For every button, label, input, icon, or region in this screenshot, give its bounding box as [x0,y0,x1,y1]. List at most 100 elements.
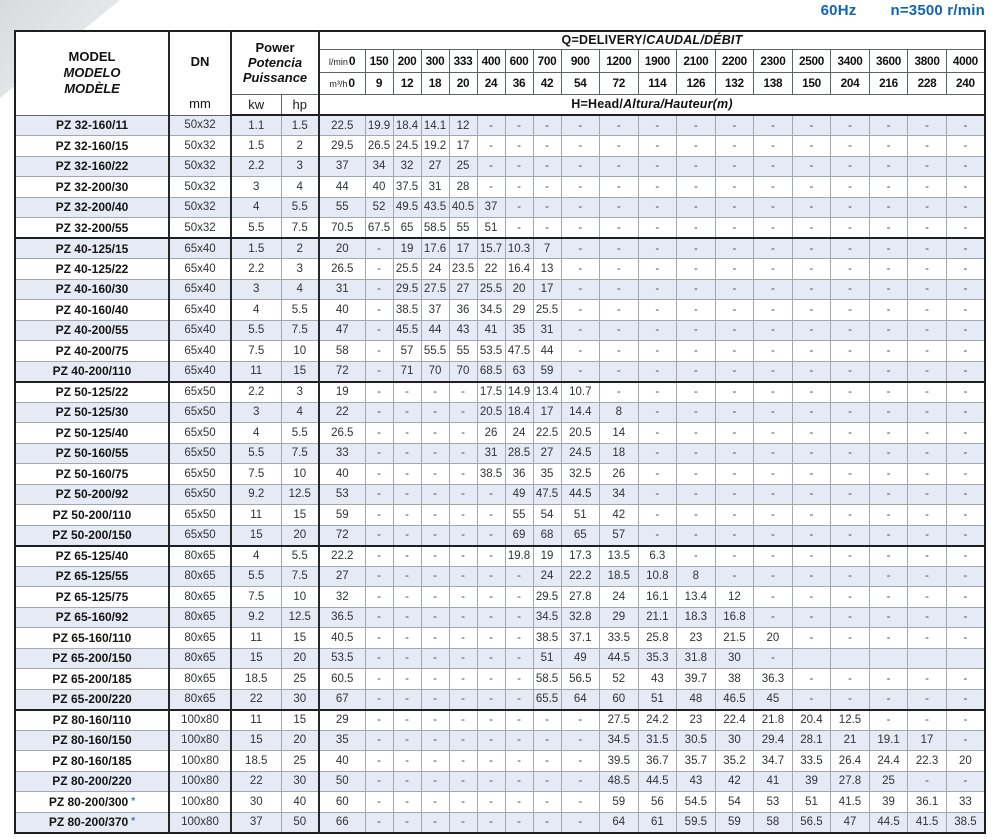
head-value-cell: 22 [318,401,366,423]
model-name: PZ 50-200/92 [55,487,129,502]
model-name: PZ 65-200/150 [52,651,132,666]
head-value-cell: 14 [599,422,639,444]
head-value-cell: - [714,299,755,321]
head-value-cell: - [945,524,986,547]
head-value-cell: 24 [599,586,639,608]
head-value-cell: - [560,340,601,362]
head-value-cell: 28.5 [504,442,534,464]
model-name: PZ 65-125/40 [55,549,129,563]
model-name: PZ 40-200/110 [52,364,132,378]
head-value-cell: 37.1 [560,627,601,649]
head-value-cell: - [945,360,986,383]
head-title: H=Head/Altura/Hauteur(m) [318,93,986,116]
head-value-cell: - [753,545,793,567]
head-value-cell: 40 [318,463,366,485]
head-value-cell: - [476,791,506,813]
kw-cell: 4 [230,422,282,444]
kw-cell: 4 [230,299,282,321]
head-value-cell: - [791,155,832,177]
head-value-cell: 53 [318,483,366,505]
head-value-cell: - [830,586,870,608]
kw-cell: 11 [230,709,282,731]
head-value-cell: - [599,217,639,239]
head-value-cell: 51 [476,217,506,239]
head-value-cell: 48 [676,688,716,711]
model-name: PZ 32-160/22 [55,159,129,174]
head-value-cell: 6.3 [637,545,678,567]
head-value-cell: - [791,483,832,505]
head-value-cell: 26 [476,422,506,444]
head-value-cell: 42 [714,770,755,792]
head-value-cell: - [676,442,716,464]
dn-cell: 65x40 [168,299,232,321]
kw-cell: 11 [230,504,282,526]
head-value-cell: - [868,381,909,403]
head-value-cell: 25.5 [392,258,422,280]
head-value-cell: 51 [791,791,832,813]
head-value-cell: - [830,319,870,341]
head-value-cell: 53.5 [318,647,366,669]
pump-row: PZ 40-160/40 65x40 4 5.5 40-38.5 37 36 34.5 29 25… [14,299,986,321]
head-value-cell: - [830,524,870,547]
head-value-cell: - [448,647,478,669]
head-value-cell: - [448,729,478,751]
head-value-cell: - [364,381,394,403]
head-value-cell: 18.4 [504,401,534,423]
head-value-cell: 26.4 [830,750,870,772]
hp-cell: 12.5 [280,483,321,505]
model-name: PZ 50-160/75 [55,466,129,481]
m3h-tick: 240 [945,71,986,95]
head-value-cell: - [945,340,986,362]
head-value-cell: - [945,299,986,321]
head-value-cell: - [364,545,394,567]
head-value-cell: - [476,647,506,669]
head-value-cell: - [676,258,716,280]
head-value-cell: - [599,258,639,280]
head-value-cell: - [830,258,870,280]
dn-cell: 80x65 [168,565,232,587]
head-value-cell: - [830,176,870,198]
model-cell: PZ 50-125/22 [14,381,170,403]
head-value-cell: - [476,114,506,136]
head-value-cell: 37 [476,196,506,218]
head-value-cell: - [504,709,534,731]
hp-cell: 3 [280,381,321,403]
head-value-cell: 33.5 [599,627,639,649]
head-value-cell: - [364,319,394,341]
model-cell: PZ 80-160/150 [14,729,170,751]
pump-row: PZ 50-125/30 65x50 3 4 22- - - -20.5 18.4 17 14.4 8… [14,401,986,423]
model-cell: PZ 50-125/30 [14,401,170,423]
kw-cell: 7.5 [230,340,282,362]
pump-row: PZ 40-200/55 65x40 5.5 7.5 47-45.5 44 43 41 35 31… [14,319,986,341]
head-value-cell: 44.5 [560,483,601,505]
head-value-cell: - [676,340,716,362]
m3h-tick: 20 [448,71,478,95]
head-value-cell: - [868,319,909,341]
head-value-cell: 20.5 [476,401,506,423]
head-value-cell: 52 [599,668,639,690]
model-cell: PZ 50-160/55 [14,442,170,464]
head-value-cell: 16.8 [714,606,755,628]
head-value-cell: 25.5 [532,299,562,321]
head-value-cell: - [907,237,947,259]
head-value-cell: 55 [318,196,366,218]
dn-cell: 50x32 [168,217,232,239]
head-value-cell: 43.5 [420,196,450,218]
model-cell: PZ 65-200/150 [14,647,170,669]
head-value-cell: - [868,176,909,198]
head-value-cell: - [599,319,639,341]
dn-cell: 100x80 [168,729,232,751]
head-value-cell: - [504,811,534,833]
power-header-es: Potencia [247,55,303,71]
head-value-cell: - [714,422,755,444]
head-value-cell: - [907,422,947,444]
head-value-cell: - [945,463,986,485]
head-value-cell: - [714,442,755,464]
kw-cell: 15 [230,647,282,669]
head-value-cell: 34.5 [532,606,562,628]
head-value-cell: - [504,668,534,690]
lmin-unit-label: l/min [328,56,348,67]
head-value-cell: - [868,606,909,628]
head-value-cell: - [868,299,909,321]
head-value-cell: - [791,176,832,198]
